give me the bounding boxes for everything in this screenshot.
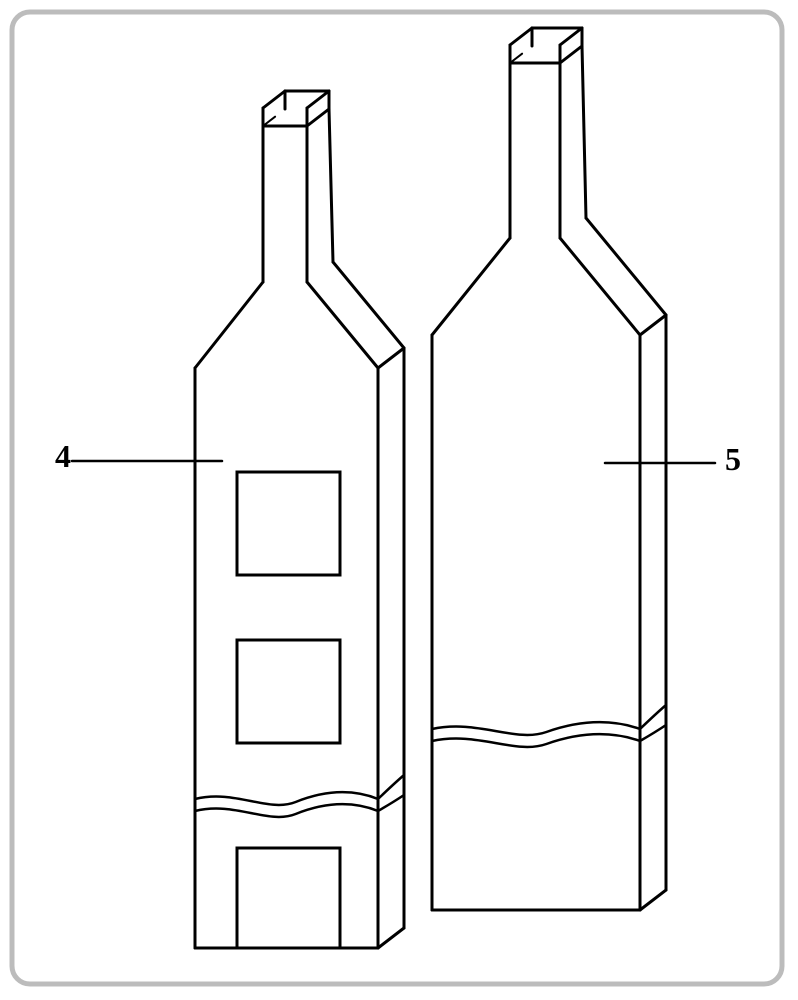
left-column-window-3 (237, 848, 340, 948)
label-4-text: 4 (55, 438, 71, 474)
label-5-text: 5 (725, 441, 741, 477)
label-4: 4 (55, 438, 222, 474)
label-5: 5 (605, 441, 741, 477)
left-column-window-1 (237, 472, 340, 575)
left-column (195, 91, 404, 948)
left-column-window-2 (237, 640, 340, 743)
right-column (432, 28, 666, 910)
